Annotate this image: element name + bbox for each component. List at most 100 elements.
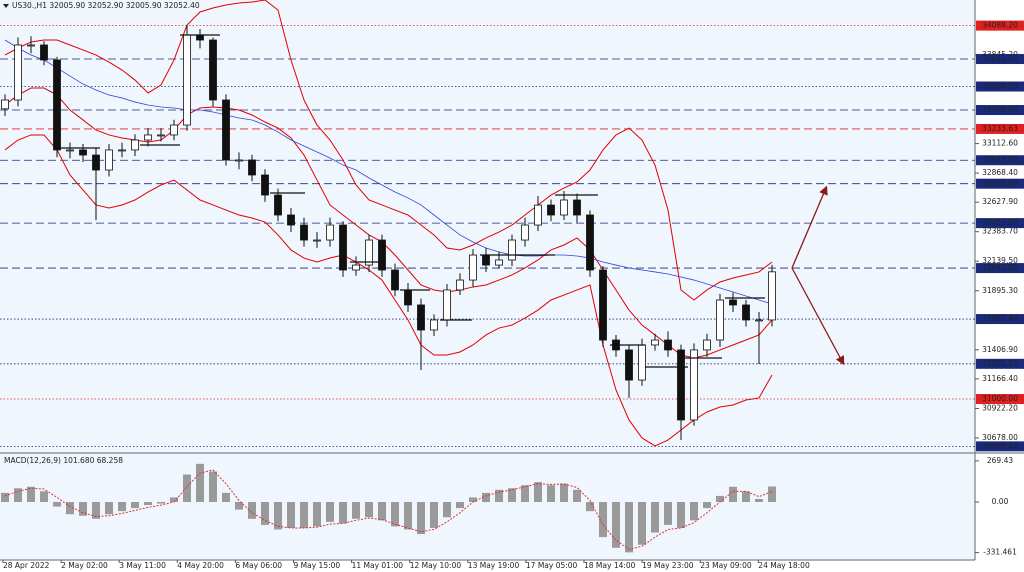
level-label: 31000.00 xyxy=(982,394,1018,403)
level-label-box xyxy=(976,20,1024,31)
candle-body xyxy=(300,224,308,241)
candle-body xyxy=(378,239,386,271)
macd-bar xyxy=(456,502,464,509)
macd-bar xyxy=(469,497,477,503)
level-label-box xyxy=(976,218,1024,229)
macd-bar xyxy=(183,474,191,503)
level-label-box xyxy=(976,358,1024,369)
macd-bar xyxy=(53,502,61,507)
x-tick-label: 11 May 01:00 xyxy=(352,561,404,570)
macd-bar xyxy=(365,502,373,518)
y-tick-label: -331.461 xyxy=(983,548,1017,557)
macd-bar xyxy=(352,502,360,519)
chart-title: US30.,H1 32005.90 32052.90 32005.90 3205… xyxy=(12,1,200,10)
x-tick-label: 17 May 05:00 xyxy=(526,561,578,570)
macd-bar xyxy=(209,471,217,503)
candle-body xyxy=(261,174,269,196)
candle-body xyxy=(352,264,360,271)
candle-body xyxy=(469,254,477,281)
level-label: 33811.92 xyxy=(982,54,1018,63)
x-tick-label: 19 May 23:00 xyxy=(642,561,694,570)
y-tick-label: 31166.40 xyxy=(982,374,1018,383)
candle-body xyxy=(404,289,412,306)
y-tick-label: 32139.50 xyxy=(982,256,1018,265)
x-tick-label: 18 May 14:00 xyxy=(584,561,636,570)
x-tick-label: 6 May 06:00 xyxy=(235,561,282,570)
macd-bar xyxy=(287,502,295,528)
candle-body xyxy=(638,344,646,381)
x-tick-label: 12 May 10:00 xyxy=(410,561,462,570)
macd-bar xyxy=(768,486,776,503)
candle-body xyxy=(677,349,685,421)
candle-body xyxy=(534,204,542,226)
candle-body xyxy=(157,134,165,137)
macd-bar xyxy=(391,502,399,527)
candle-body xyxy=(365,239,373,266)
candle-body xyxy=(339,224,347,271)
candle-body xyxy=(79,149,87,156)
macd-bar xyxy=(404,502,412,530)
band-lower xyxy=(4,134,773,447)
candle-body xyxy=(768,271,776,321)
candle-body xyxy=(131,139,139,151)
macd-bar xyxy=(300,502,308,528)
level-label: 34088.20 xyxy=(982,21,1018,30)
candle-body xyxy=(66,149,74,152)
y-tick-label: 33112.60 xyxy=(982,139,1018,148)
macd-bar xyxy=(27,486,35,503)
candle-body xyxy=(248,159,256,176)
macd-bar xyxy=(92,502,100,519)
macd-bar xyxy=(378,502,386,521)
candle-body xyxy=(651,339,659,346)
y-tick-label: 0.00 xyxy=(992,497,1009,506)
candle-body xyxy=(40,44,48,61)
macd-bar xyxy=(482,492,490,503)
candle-body xyxy=(209,39,217,101)
candle-body xyxy=(105,149,113,171)
macd-bar xyxy=(638,502,646,545)
y-tick-label: 31406.90 xyxy=(982,345,1018,354)
macd-bar xyxy=(261,502,269,525)
candle-body xyxy=(92,154,100,171)
macd-bar xyxy=(560,483,568,503)
macd-bar xyxy=(495,489,503,503)
macd-bar xyxy=(430,502,438,528)
candle-body xyxy=(508,239,516,261)
menu-triangle xyxy=(3,4,9,8)
candle-body xyxy=(443,289,451,321)
macd-signal xyxy=(4,469,773,550)
macd-bar xyxy=(118,502,126,512)
candle-body xyxy=(170,124,178,136)
level-label-box xyxy=(976,314,1024,325)
level-label-box xyxy=(976,394,1024,405)
candle-body xyxy=(1,99,9,110)
candle-body xyxy=(14,44,22,101)
candle-body xyxy=(144,134,152,141)
level-label-box xyxy=(976,155,1024,166)
candle-body xyxy=(27,44,35,47)
macd-bar xyxy=(105,502,113,515)
level-label-box xyxy=(976,81,1024,92)
macd-bar xyxy=(690,502,698,521)
macd-bar xyxy=(313,502,321,527)
macd-bar xyxy=(729,486,737,503)
macd-bar xyxy=(170,497,178,503)
macd-bar xyxy=(664,502,672,525)
candle-body xyxy=(313,239,321,242)
x-tick-label: 28 Apr 2022 xyxy=(3,561,50,570)
macd-bar xyxy=(66,502,74,515)
level-label-box xyxy=(976,105,1024,116)
level-label: 31291.23 xyxy=(982,359,1018,368)
macd-bar xyxy=(742,491,750,503)
y-tick-label: 31895.30 xyxy=(982,286,1018,295)
macd-bar xyxy=(443,502,451,518)
candle-body xyxy=(599,269,607,341)
macd-bar xyxy=(703,502,711,509)
x-tick-label: 23 May 09:00 xyxy=(700,561,752,570)
candle-body xyxy=(729,299,737,306)
macd-bar xyxy=(1,492,9,503)
macd-bar xyxy=(274,502,282,530)
moving-average xyxy=(4,39,773,305)
x-tick-label: 24 May 18:00 xyxy=(758,561,810,570)
